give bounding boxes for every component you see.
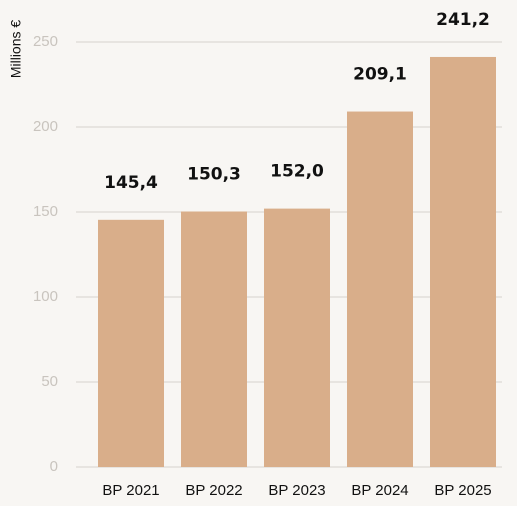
bar bbox=[181, 211, 247, 467]
bar bbox=[430, 56, 496, 468]
y-tick-label: 100 bbox=[33, 288, 58, 305]
data-label: 209,1 bbox=[353, 65, 407, 85]
data-label: 241,2 bbox=[436, 10, 490, 30]
x-tick-label: BP 2023 bbox=[268, 482, 325, 499]
data-label: 150,3 bbox=[187, 164, 241, 184]
y-tick-label: 50 bbox=[41, 373, 58, 390]
data-labels: 145,4 150,3 152,0 209,1 241,2 bbox=[104, 10, 490, 193]
bar bbox=[347, 111, 413, 467]
y-axis-label: Millions € bbox=[8, 20, 24, 79]
y-tick-label: 0 bbox=[50, 458, 58, 475]
y-tick-label: 200 bbox=[33, 118, 58, 135]
x-tick-label: BP 2025 bbox=[434, 482, 491, 499]
bar bbox=[264, 208, 330, 467]
x-axis-ticks: BP 2021 BP 2022 BP 2023 BP 2024 BP 2025 bbox=[102, 482, 491, 499]
data-label: 145,4 bbox=[104, 173, 158, 193]
x-tick-label: BP 2022 bbox=[185, 482, 242, 499]
bar bbox=[98, 219, 164, 467]
y-tick-label: 150 bbox=[33, 203, 58, 220]
y-axis-ticks: 0 50 100 150 200 250 bbox=[33, 33, 58, 475]
data-label: 152,0 bbox=[270, 162, 324, 182]
y-tick-label: 250 bbox=[33, 33, 58, 50]
x-tick-label: BP 2024 bbox=[351, 482, 408, 499]
bars bbox=[98, 56, 496, 468]
x-tick-label: BP 2021 bbox=[102, 482, 159, 499]
